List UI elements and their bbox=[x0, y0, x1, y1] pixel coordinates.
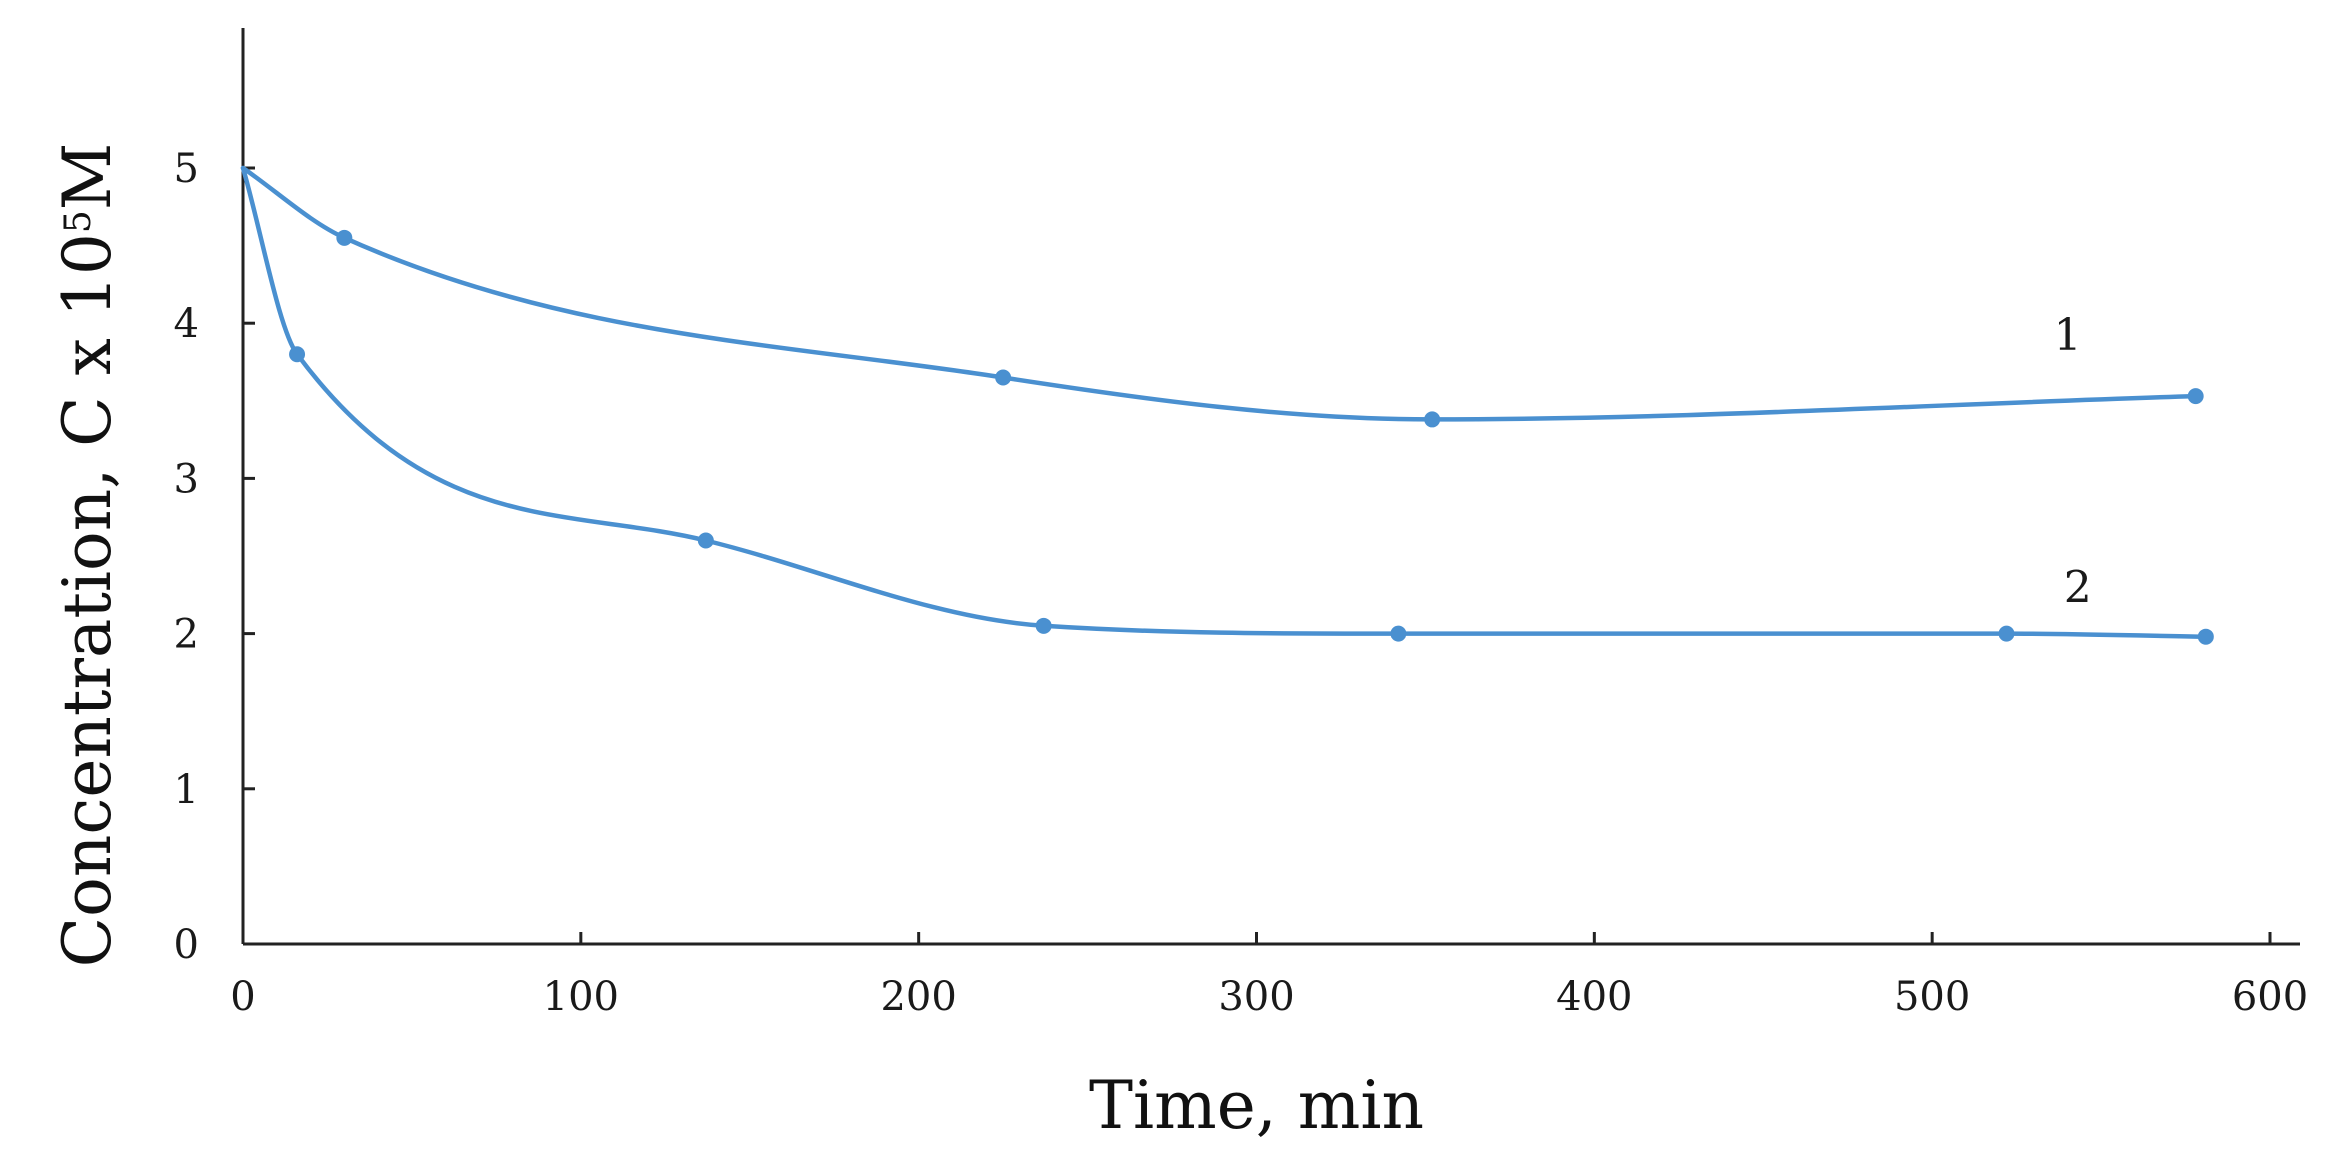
series-1-line bbox=[240, 165, 2198, 422]
y-tick-label: 5 bbox=[174, 146, 199, 192]
series-labels: 12 bbox=[2054, 310, 2092, 614]
series-2-point bbox=[697, 532, 714, 549]
x-tick-label: 600 bbox=[2232, 974, 2308, 1020]
data-series bbox=[240, 165, 2209, 639]
x-ticks: 0 100 200 300 400 500 600 bbox=[230, 932, 2308, 1020]
x-tick-label: 0 bbox=[230, 974, 255, 1020]
series-2-point bbox=[1390, 625, 1407, 642]
series-1-point bbox=[995, 369, 1012, 386]
series-1-point bbox=[1424, 411, 1441, 428]
y-axis-title-unit: M bbox=[49, 143, 126, 211]
chart-axes bbox=[241, 28, 2300, 946]
y-tick-label: 1 bbox=[174, 767, 199, 813]
y-tick-label: 2 bbox=[174, 612, 199, 658]
x-axis-title: Time, min bbox=[1089, 1067, 1424, 1144]
data-markers bbox=[289, 229, 2214, 645]
series-1-point bbox=[2187, 388, 2204, 405]
x-tick-label: 500 bbox=[1894, 974, 1970, 1020]
y-tick-label: 4 bbox=[174, 301, 199, 347]
series-2-label: 2 bbox=[2064, 563, 2092, 614]
x-tick-label: 400 bbox=[1556, 974, 1632, 1020]
x-tick-label: 300 bbox=[1218, 974, 1294, 1020]
series-2-point bbox=[2197, 628, 2214, 645]
x-tick-label: 200 bbox=[880, 974, 956, 1020]
y-axis-title: Concentration, C x 105M bbox=[49, 143, 126, 968]
y-axis-title-exponent: 5 bbox=[58, 210, 99, 233]
y-axis-title-main: Concentration, C x 10 bbox=[49, 233, 126, 967]
series-1-label: 1 bbox=[2054, 310, 2082, 361]
series-2-point bbox=[289, 346, 306, 363]
series-1-point bbox=[336, 229, 353, 246]
series-2-line bbox=[240, 165, 2209, 639]
y-tick-label: 0 bbox=[174, 922, 199, 968]
series-2-point bbox=[1998, 625, 2015, 642]
y-tick-label: 3 bbox=[174, 456, 199, 502]
y-ticks: 0 1 2 3 4 5 bbox=[174, 146, 255, 968]
series-2-point bbox=[1035, 617, 1052, 634]
x-tick-label: 100 bbox=[543, 974, 619, 1020]
